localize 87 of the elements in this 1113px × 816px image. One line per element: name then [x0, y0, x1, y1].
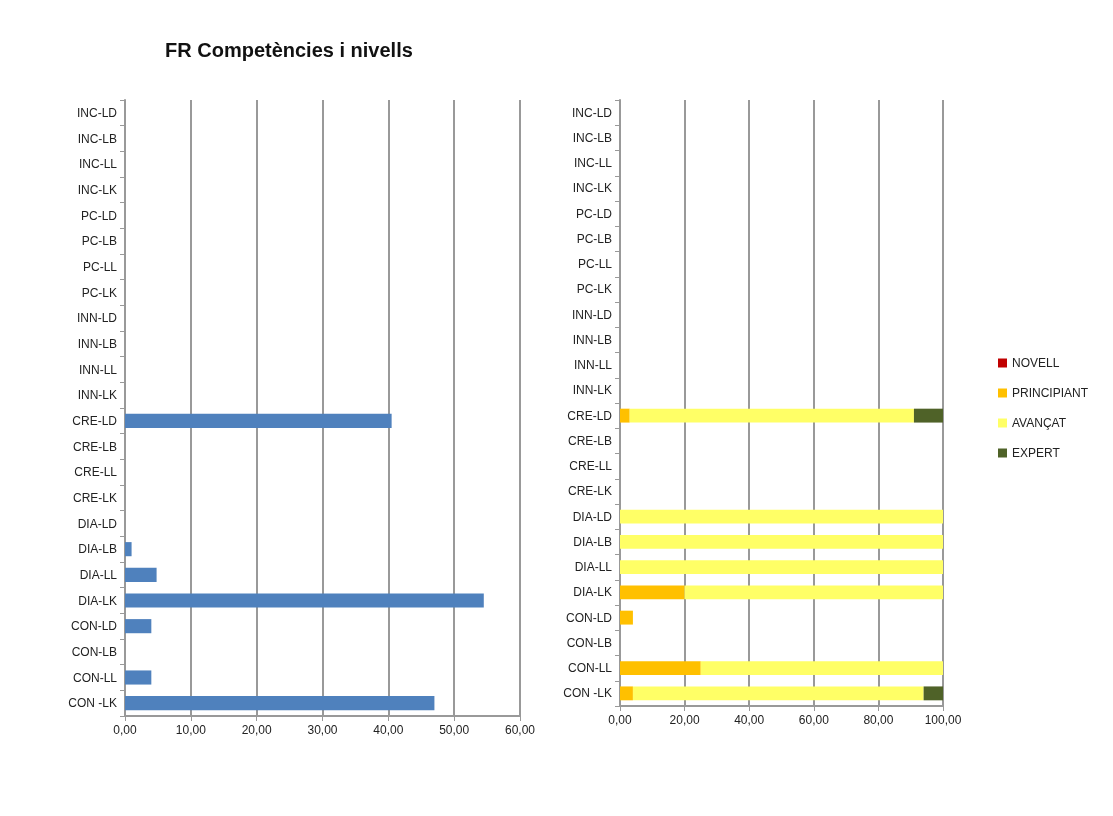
y-tick-label: INN-LL	[573, 358, 613, 373]
bar	[632, 686, 924, 701]
y-tick-label: CRE-LK	[567, 484, 612, 499]
y-tick-label: CON -LK	[563, 686, 612, 701]
y-tick-label: INC-LD	[571, 105, 613, 120]
legend-label: EXPERT	[1011, 446, 1061, 460]
bar	[125, 696, 435, 711]
y-tick-label: DIA-LD	[572, 509, 613, 524]
legend-label: NOVELL	[1011, 356, 1060, 370]
y-tick-label: PC-LD	[575, 206, 613, 221]
y-tick-label: INN-LD	[76, 311, 118, 326]
y-tick-label: CON-LL	[72, 670, 118, 685]
y-tick-label: INN-LB	[77, 336, 117, 351]
x-tick-label: 40,00	[734, 713, 765, 727]
y-tick-label: PC-LL	[577, 257, 613, 272]
y-tick-label: DIA-LB	[573, 534, 612, 549]
x-tick-label: 30,00	[307, 723, 338, 737]
y-tick-label: INN-LL	[78, 362, 118, 377]
bar	[620, 509, 943, 524]
x-tick-label: 60,00	[504, 723, 536, 737]
y-tick-label: INC-LL	[78, 157, 118, 172]
chart-title: FR Competències i nivells	[165, 39, 413, 61]
x-tick-label: 100,00	[924, 713, 962, 727]
y-tick-label: CRE-LB	[72, 439, 117, 454]
y-tick-label: CON-LB	[71, 644, 117, 659]
bar	[125, 413, 392, 428]
y-tick-label: INC-LK	[77, 182, 117, 197]
bar	[620, 661, 701, 676]
bar	[125, 619, 152, 634]
y-tick-label: CRE-LK	[72, 490, 117, 505]
y-tick-label: INN-LD	[571, 307, 613, 322]
y-tick-label: INN-LK	[77, 388, 117, 403]
x-tick-label: 20,00	[241, 723, 273, 737]
x-tick-label: 60,00	[798, 713, 830, 727]
x-tick-label: 0,00	[608, 713, 632, 727]
y-tick-label: PC-LB	[81, 234, 117, 249]
y-tick-label: DIA-LK	[573, 585, 612, 600]
y-tick-label: PC-LB	[576, 231, 612, 246]
bar	[620, 686, 633, 701]
y-tick-label: DIA-LK	[78, 593, 117, 608]
bar	[700, 661, 943, 676]
bar	[125, 593, 484, 608]
x-tick-label: 40,00	[373, 723, 404, 737]
y-tick-label: CRE-LL	[74, 465, 118, 480]
bar	[620, 610, 633, 625]
legend-label: AVANÇAT	[1011, 416, 1067, 430]
x-tick-label: 80,00	[863, 713, 894, 727]
y-tick-label: INC-LL	[573, 156, 613, 171]
bar	[620, 408, 630, 423]
y-tick-label: CON -LK	[68, 696, 117, 711]
bar	[923, 686, 943, 701]
y-tick-label: PC-LD	[80, 208, 118, 223]
y-tick-label: CRE-LB	[567, 433, 612, 448]
y-tick-label: CON-LD	[70, 619, 118, 634]
y-tick-label: DIA-LB	[78, 542, 117, 557]
y-tick-label: DIA-LL	[79, 567, 118, 582]
y-tick-label: INC-LB	[77, 131, 117, 146]
y-tick-label: CRE-LD	[567, 408, 613, 423]
y-tick-label: INN-LK	[572, 383, 612, 398]
bar	[125, 542, 132, 557]
y-tick-label: INC-LD	[76, 105, 118, 120]
bar	[620, 534, 943, 549]
legend-label: PRINCIPIANT	[1011, 386, 1089, 400]
bar	[913, 408, 943, 423]
y-tick-label: CRE-LL	[569, 459, 613, 474]
y-tick-label: INC-LK	[572, 181, 612, 196]
y-tick-label: CRE-LD	[72, 413, 118, 428]
y-tick-label: PC-LK	[81, 285, 117, 300]
x-tick-label: 50,00	[439, 723, 470, 737]
y-tick-label: CON-LD	[565, 610, 613, 625]
y-tick-label: CON-LL	[567, 661, 613, 676]
y-tick-label: CON-LB	[566, 635, 612, 650]
y-tick-label: DIA-LD	[77, 516, 118, 531]
x-tick-label: 0,00	[113, 723, 137, 737]
y-tick-label: DIA-LL	[574, 560, 613, 575]
bar	[629, 408, 914, 423]
bar	[125, 670, 152, 685]
bar	[125, 567, 157, 582]
y-tick-label: INN-LB	[572, 332, 612, 347]
bar	[620, 560, 943, 575]
bar	[620, 585, 685, 600]
x-tick-label: 20,00	[669, 713, 700, 727]
y-tick-label: PC-LL	[82, 259, 118, 274]
y-tick-label: PC-LK	[576, 282, 612, 297]
x-tick-label: 10,00	[175, 723, 207, 737]
y-tick-label: INC-LB	[572, 130, 612, 145]
bar	[684, 585, 943, 600]
